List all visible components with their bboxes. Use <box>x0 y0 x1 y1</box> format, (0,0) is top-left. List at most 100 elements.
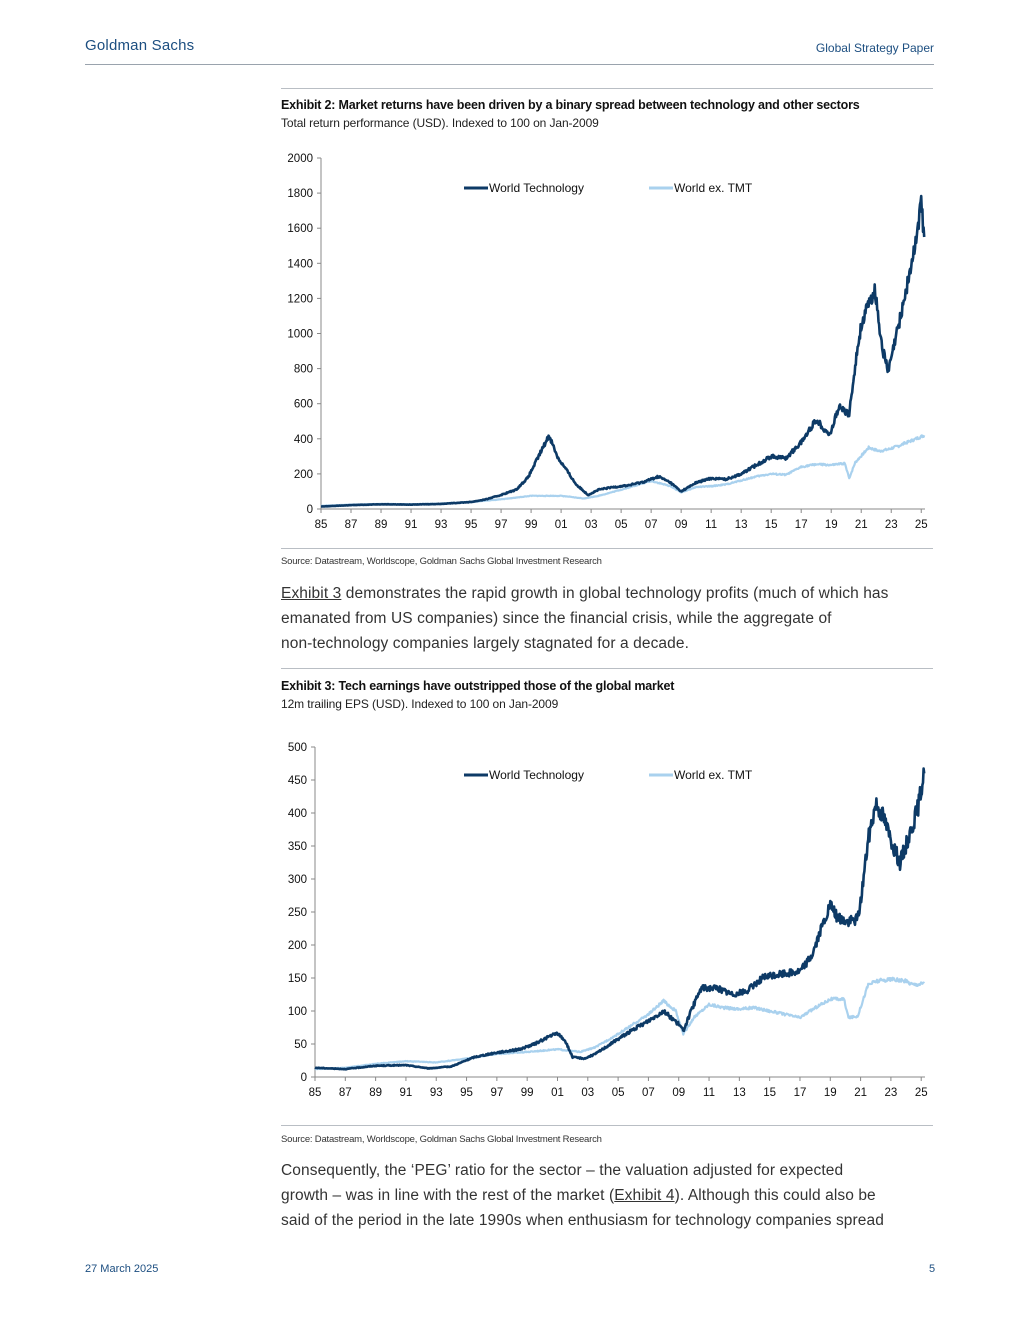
exhibit-2-bottom-rule <box>281 548 933 549</box>
chart2-y-tick-label: 150 <box>288 973 307 985</box>
chart1-series-world-ex-tmt-line <box>320 434 926 507</box>
chart2-x-tick-label: 97 <box>490 1087 503 1099</box>
exhibit-2-source: Source: Datastream, Worldscope, Goldman … <box>281 556 602 567</box>
chart2-y-tick-label: 0 <box>301 1072 307 1084</box>
chart2-x-tick-label: 99 <box>521 1087 534 1099</box>
chart1-y-tick-label: 200 <box>294 469 313 481</box>
chart1-y-tick-label: 1400 <box>287 258 313 270</box>
chart2-x-tick-label: 07 <box>642 1087 655 1099</box>
chart2-y-tick-label: 200 <box>288 940 307 952</box>
chart2-x-tick-label: 23 <box>885 1087 898 1099</box>
chart1-x-tick-label: 09 <box>675 519 688 531</box>
chart1-y-tick-label: 2000 <box>287 153 313 165</box>
chart2-y-tick-label: 250 <box>288 907 307 919</box>
header-divider <box>85 64 934 65</box>
chart1-x-tick-label: 13 <box>735 519 748 531</box>
paragraph-1-line-3: non-technology companies largely stagnat… <box>281 635 690 652</box>
chart2-series-world-technology-line <box>314 767 926 1071</box>
chart2-x-tick-label: 21 <box>854 1087 867 1099</box>
paragraph-2-line-2-end: ). Although this could also be <box>674 1187 876 1204</box>
chart2-y-tick-label: 50 <box>294 1039 307 1051</box>
exhibit-4-link[interactable]: Exhibit 4 <box>614 1187 675 1204</box>
exhibit-2-chart: 0 200 400 600 800 1000 1200 1400 1600 1800 2000 85 8… <box>287 153 928 531</box>
chart2-x-tick-label: 93 <box>430 1087 443 1099</box>
chart1-y-tick-label: 1800 <box>287 188 313 200</box>
chart2-x-tick-label: 91 <box>400 1087 413 1099</box>
chart2-x-tick-label: 19 <box>824 1087 837 1099</box>
chart1-x-tick-label: 11 <box>705 519 717 531</box>
paragraph-1-line-2: emanated from US companies) since the fi… <box>281 610 832 627</box>
brand-name: Goldman Sachs <box>85 37 195 54</box>
chart1-x-tick-label: 87 <box>345 519 358 531</box>
chart1-x-tick-label: 99 <box>525 519 538 531</box>
chart1-x-tick-label: 89 <box>375 519 388 531</box>
chart2-legend-label: World ex. TMT <box>674 768 753 782</box>
chart1-y-tick-label: 800 <box>294 364 313 376</box>
chart2-y-tick-label: 450 <box>288 775 307 787</box>
exhibit-3-link[interactable]: Exhibit 3 <box>281 585 342 602</box>
chart1-x-tick-label: 03 <box>585 519 598 531</box>
chart1-y-tick-label: 400 <box>294 434 313 446</box>
chart2-x-tick-label: 17 <box>794 1087 807 1099</box>
paragraph-1: Exhibit 3 demonstrates the rapid growth … <box>281 581 941 656</box>
chart2-series-world-ex-tmt-line <box>314 976 926 1071</box>
chart2-y-tick-label: 350 <box>288 841 307 853</box>
chart1-x-tick-label: 93 <box>435 519 448 531</box>
chart1-y-tick-label: 1200 <box>287 293 313 305</box>
exhibit-3-bottom-rule <box>281 1125 933 1126</box>
publication-date: 27 March 2025 <box>85 1263 159 1275</box>
chart2-x-tick-label: 15 <box>763 1087 776 1099</box>
chart1-y-tick-label: 1600 <box>287 223 313 235</box>
chart1-legend-label: World Technology <box>489 181 584 195</box>
exhibit-3-top-rule <box>281 668 933 669</box>
chart2-x-tick-label: 87 <box>339 1087 352 1099</box>
chart2-x-tick-label: 13 <box>733 1087 746 1099</box>
chart1-x-tick-label: 97 <box>495 519 508 531</box>
chart1-y-tick-label: 1000 <box>287 329 313 341</box>
chart1-x-tick-label: 19 <box>825 519 838 531</box>
chart1-x-tick-label: 21 <box>855 519 868 531</box>
chart2-y-tick-label: 400 <box>288 808 307 820</box>
chart1-x-tick-label: 07 <box>645 519 658 531</box>
chart2-x-tick-label: 09 <box>672 1087 685 1099</box>
chart2-y-tick-label: 300 <box>288 874 307 886</box>
chart1-x-tick-label: 95 <box>465 519 478 531</box>
paragraph-2-line-3: said of the period in the late 1990s whe… <box>281 1212 884 1229</box>
chart1-legend-label: World ex. TMT <box>674 181 753 195</box>
chart2-x-tick-label: 01 <box>551 1087 564 1099</box>
chart1-x-tick-label: 91 <box>405 519 418 531</box>
exhibit-3-source: Source: Datastream, Worldscope, Goldman … <box>281 1134 602 1145</box>
chart2-x-tick-label: 11 <box>703 1087 715 1099</box>
chart1-series-world-technology-line <box>320 194 926 508</box>
chart1-y-tick-label: 600 <box>294 399 313 411</box>
exhibit-2-top-rule <box>281 88 933 89</box>
chart2-x-tick-label: 85 <box>309 1087 322 1099</box>
chart1-y-tick-label: 0 <box>307 504 313 516</box>
chart2-x-tick-label: 25 <box>915 1087 928 1099</box>
paragraph-2-line-1: Consequently, the ‘PEG’ ratio for the se… <box>281 1162 844 1179</box>
chart2-x-tick-label: 95 <box>460 1087 473 1099</box>
chart2-y-tick-label: 500 <box>288 742 307 754</box>
exhibit-3-title: Exhibit 3: Tech earnings have outstrippe… <box>281 679 675 693</box>
chart1-x-tick-label: 15 <box>765 519 778 531</box>
exhibit-2-subtitle: Total return performance (USD). Indexed … <box>281 116 599 130</box>
chart2-x-tick-label: 03 <box>581 1087 594 1099</box>
chart1-x-tick-label: 25 <box>915 519 928 531</box>
chart2-legend-label: World Technology <box>489 768 584 782</box>
section-title: Global Strategy Paper <box>815 41 934 55</box>
chart2-x-tick-label: 05 <box>612 1087 625 1099</box>
chart1-x-tick-label: 17 <box>795 519 808 531</box>
exhibit-3-subtitle: 12m trailing EPS (USD). Indexed to 100 o… <box>281 697 559 711</box>
chart1-x-tick-label: 23 <box>885 519 898 531</box>
chart1-x-tick-label: 85 <box>315 519 328 531</box>
chart2-x-tick-label: 89 <box>369 1087 382 1099</box>
page-number: 5 <box>929 1263 936 1275</box>
paragraph-2-line-2-start: growth – was in line with the rest of th… <box>281 1187 615 1204</box>
paragraph-1-line-1: demonstrates the rapid growth in global … <box>341 585 889 602</box>
chart1-x-tick-label: 01 <box>555 519 568 531</box>
chart1-x-tick-label: 05 <box>615 519 628 531</box>
paragraph-2: Consequently, the ‘PEG’ ratio for the se… <box>281 1158 941 1233</box>
exhibit-2-title: Exhibit 2: Market returns have been driv… <box>281 98 860 112</box>
chart2-y-tick-label: 100 <box>288 1006 307 1018</box>
